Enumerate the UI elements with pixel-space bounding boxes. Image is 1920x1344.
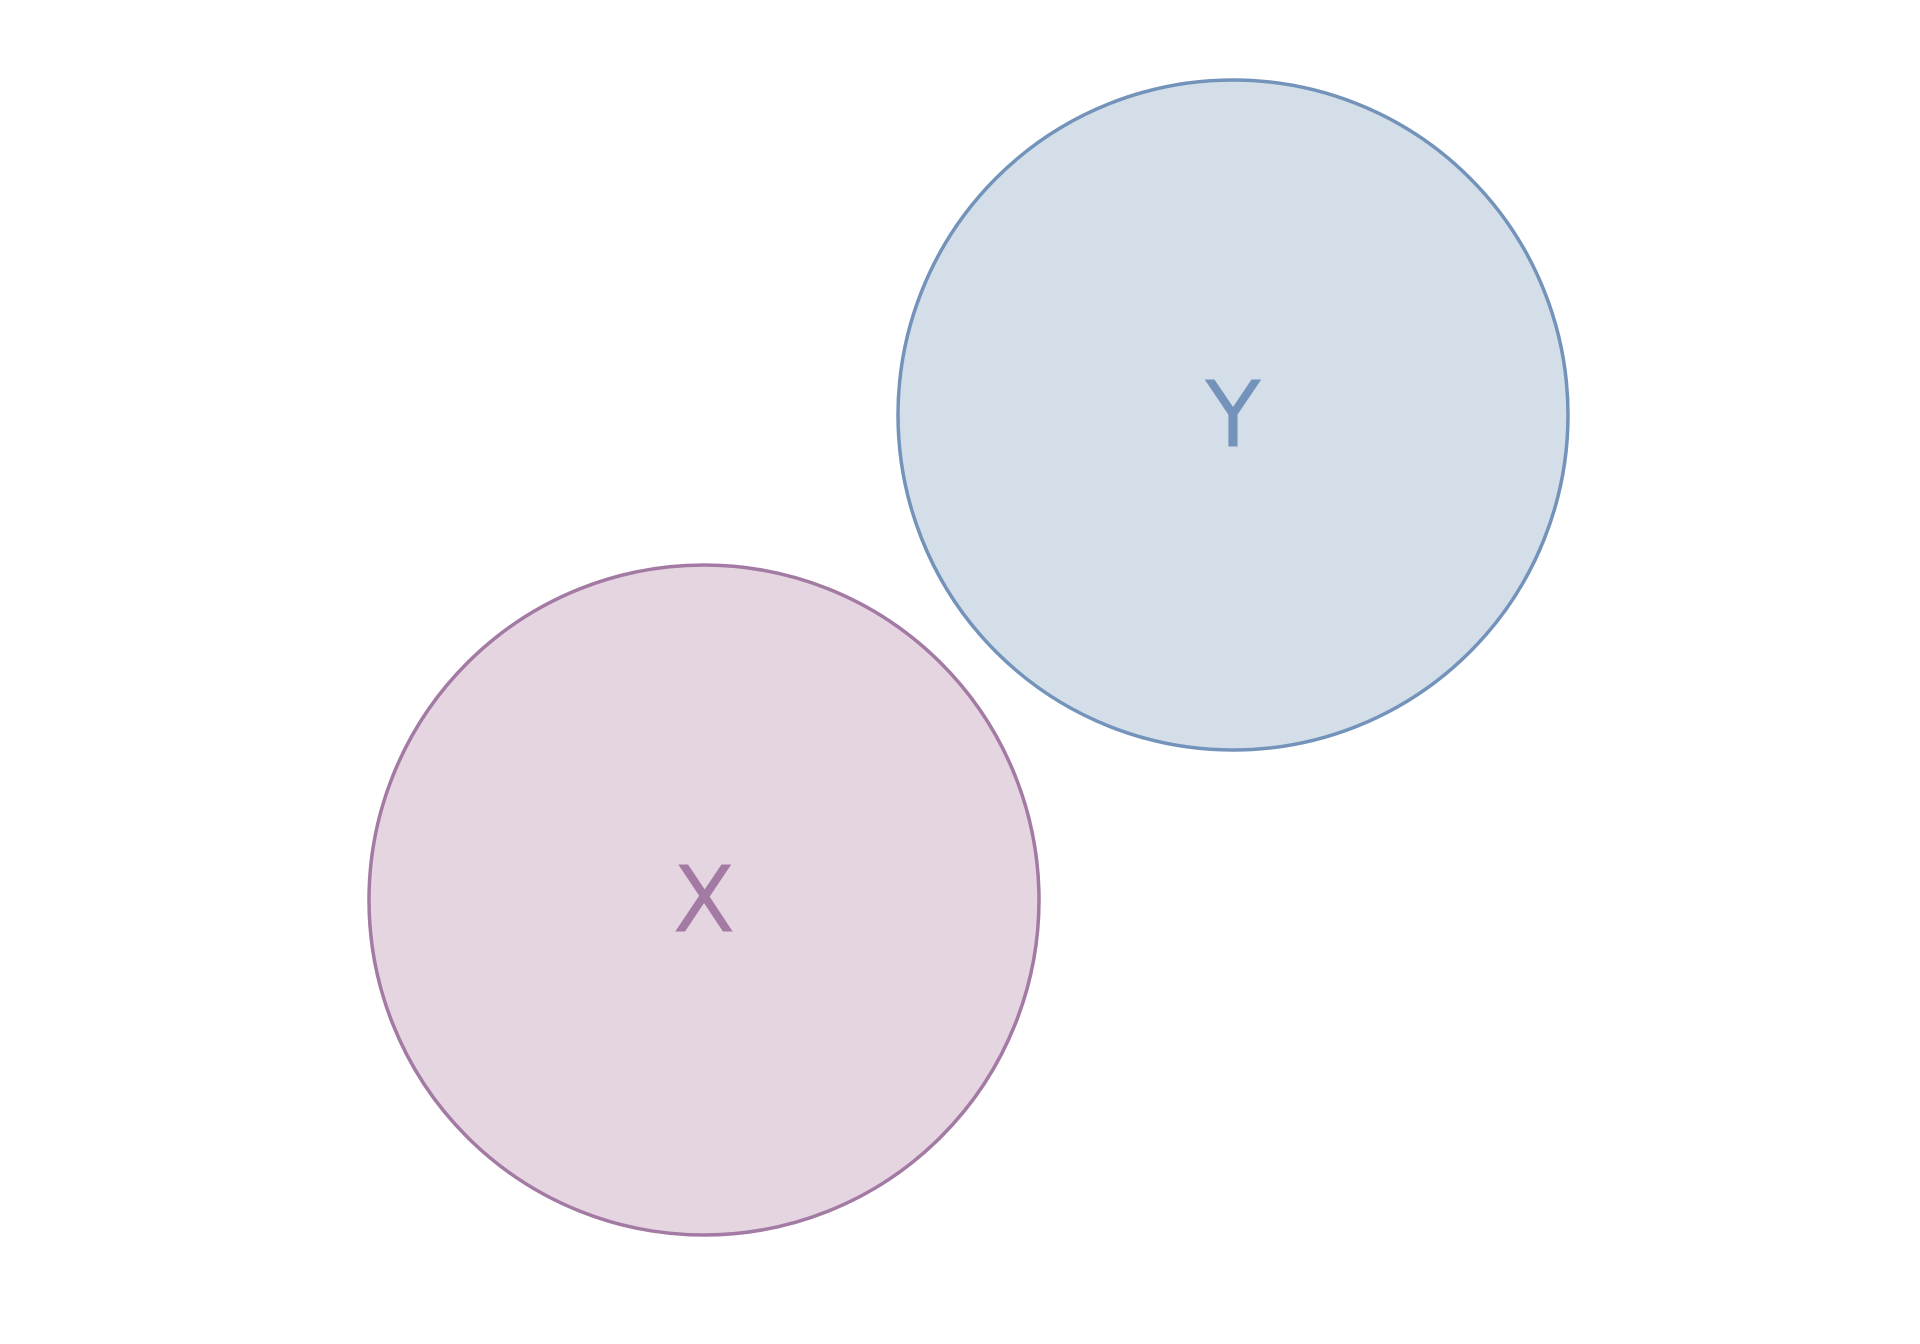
set-x-circle	[367, 563, 1041, 1237]
set-x-label: X	[672, 847, 735, 954]
set-x: X	[367, 563, 1041, 1237]
set-y: Y	[896, 78, 1570, 752]
set-y-circle	[896, 78, 1570, 752]
set-y-label: Y	[1204, 362, 1262, 469]
